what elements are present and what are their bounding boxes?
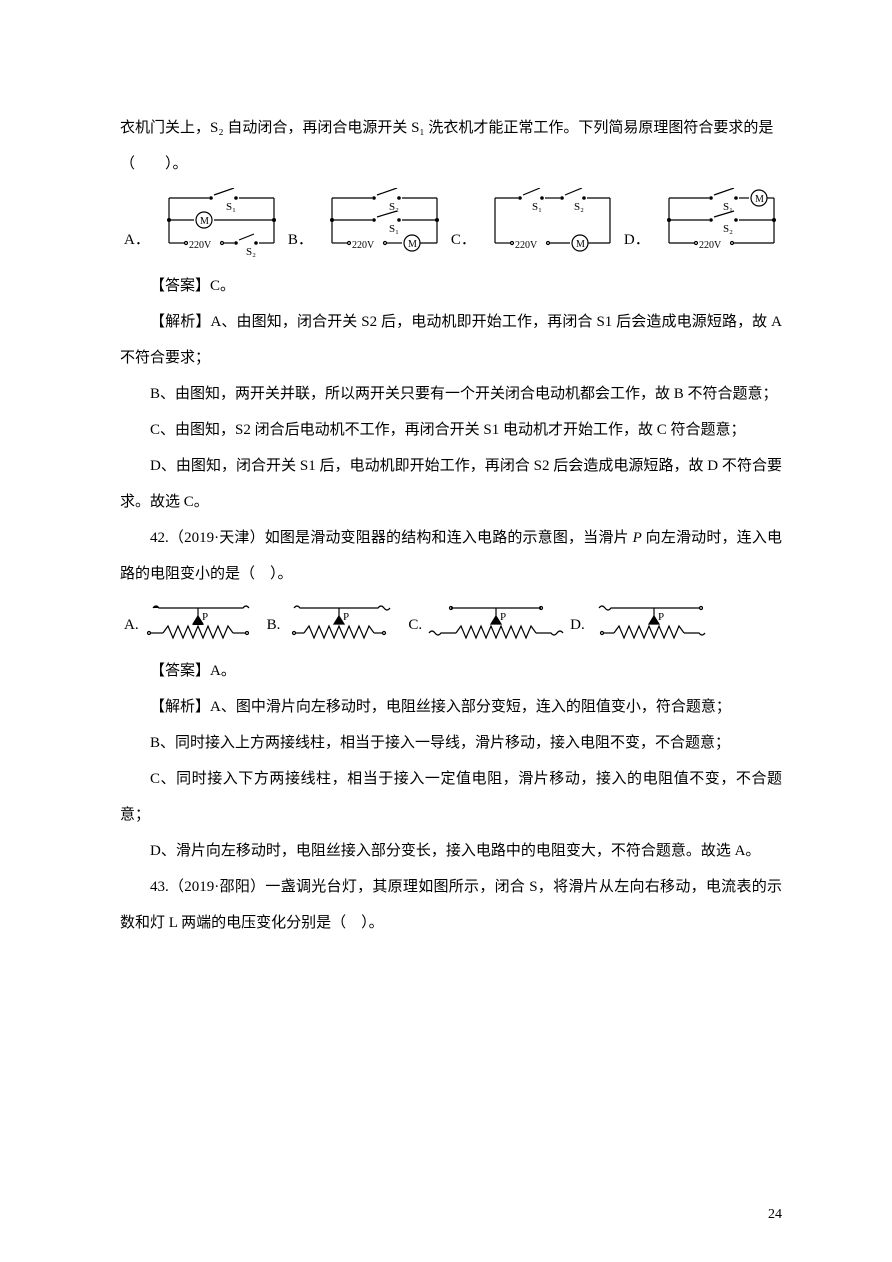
svg-text:P: P bbox=[658, 611, 664, 623]
q42-stem-p: P bbox=[633, 530, 642, 546]
q42-opt-d-label: D. bbox=[566, 607, 589, 643]
q41-exp3: C、由图知，S2 闭合后电动机不工作，再闭合开关 S1 电动机才开始工作，故 C… bbox=[120, 412, 782, 448]
svg-text:220V: 220V bbox=[352, 240, 375, 251]
svg-text:P: P bbox=[343, 611, 349, 623]
q41-answer: 【答案】C。 bbox=[120, 268, 782, 304]
circuit-b-icon: S₂ S₁ 220V M bbox=[317, 188, 447, 258]
svg-text:S₂: S₂ bbox=[723, 223, 733, 235]
rheostat-d-icon: P bbox=[589, 598, 719, 643]
q42-exp2: B、同时接入上方两接线柱，相当于接入一导线，滑片移动，接入电阻不变，不合题意； bbox=[120, 725, 782, 761]
svg-text:M: M bbox=[755, 194, 764, 205]
svg-text:M: M bbox=[408, 239, 417, 250]
q42-opt-a-label: A. bbox=[120, 607, 143, 643]
q42-opt-b: B. P bbox=[263, 598, 405, 643]
q42-stem: 42.（2019·天津）如图是滑动变阻器的结构和连入电路的示意图，当滑片 P 向… bbox=[120, 520, 782, 592]
q41-cont: 衣机门关上，S₂ 自动闭合，再闭合电源开关 S₁ 洗衣机才能正常工作。下列简易原… bbox=[120, 110, 782, 182]
q42-opt-b-label: B. bbox=[263, 607, 285, 643]
svg-text:S₁: S₁ bbox=[532, 201, 542, 213]
q42-answer: 【答案】A。 bbox=[120, 653, 782, 689]
q42-opt-a: A. P bbox=[120, 598, 263, 643]
q42-exp4: D、滑片向左移动时，电阻丝接入部分变长，接入电路中的电阻变大，不符合题意。故选 … bbox=[120, 833, 782, 869]
q41-opt-d-label: D． bbox=[620, 222, 654, 258]
svg-text:S₂: S₂ bbox=[389, 201, 399, 213]
circuit-d-icon: M S₁ S₂ 220V bbox=[654, 188, 784, 258]
q41-opt-c-label: C． bbox=[447, 222, 480, 258]
q42-opt-c: C. P bbox=[404, 598, 566, 643]
rheostat-a-icon: P bbox=[143, 598, 263, 643]
q41-opt-d: D． M S₁ S₂ 220V bbox=[620, 188, 784, 258]
svg-text:220V: 220V bbox=[189, 240, 212, 251]
q41-opt-b: B． S₂ S₁ 220V M bbox=[284, 188, 447, 258]
svg-text:220V: 220V bbox=[699, 240, 722, 251]
circuit-a-icon: S₁ M 220V S₂ bbox=[154, 188, 284, 258]
q42-opt-d: D. P bbox=[566, 598, 719, 643]
q41-opt-c: C． S₁ S₂ 220V M bbox=[447, 188, 620, 258]
svg-text:M: M bbox=[200, 216, 209, 227]
page-number: 24 bbox=[768, 1198, 782, 1232]
q41-opt-a-label: A． bbox=[120, 222, 154, 258]
svg-text:S₁: S₁ bbox=[389, 223, 399, 235]
q42-exp3: C、同时接入下方两接线柱，相当于接入一定值电阻，滑片移动，接入的电阻值不变，不合… bbox=[120, 761, 782, 833]
svg-text:P: P bbox=[500, 611, 506, 623]
svg-text:S₂: S₂ bbox=[246, 246, 256, 258]
rheostat-c-icon: P bbox=[426, 598, 566, 643]
q41-opt-b-label: B． bbox=[284, 222, 317, 258]
q41-exp1: 【解析】A、由图知，闭合开关 S2 后，电动机即开始工作，再闭合 S1 后会造成… bbox=[120, 304, 782, 376]
q41-exp2: B、由图知，两开关并联，所以两开关只要有一个开关闭合电动机都会工作，故 B 不符… bbox=[120, 376, 782, 412]
q42-opt-c-label: C. bbox=[404, 607, 426, 643]
q43-stem: 43.（2019·邵阳）一盏调光台灯，其原理如图所示，闭合 S，将滑片从左向右移… bbox=[120, 869, 782, 941]
q41-options: A． S₁ M 220V S₂ B． bbox=[120, 188, 782, 258]
svg-text:S₂: S₂ bbox=[574, 201, 584, 213]
svg-text:220V: 220V bbox=[515, 240, 538, 251]
svg-text:S₁: S₁ bbox=[226, 201, 236, 213]
svg-text:P: P bbox=[202, 611, 208, 623]
svg-text:M: M bbox=[576, 239, 585, 250]
q42-options: A. P B. bbox=[120, 598, 782, 643]
q42-exp1: 【解析】A、图中滑片向左移动时，电阻丝接入部分变短，连入的阻值变小，符合题意； bbox=[120, 689, 782, 725]
q41-opt-a: A． S₁ M 220V S₂ bbox=[120, 188, 284, 258]
page-content: 衣机门关上，S₂ 自动闭合，再闭合电源开关 S₁ 洗衣机才能正常工作。下列简易原… bbox=[0, 0, 892, 981]
q41-exp4: D、由图知，闭合开关 S1 后，电动机即开始工作，再闭合 S2 后会造成电源短路… bbox=[120, 448, 782, 520]
circuit-c-icon: S₁ S₂ 220V M bbox=[480, 188, 620, 258]
q42-stem-a: 42.（2019·天津）如图是滑动变阻器的结构和连入电路的示意图，当滑片 bbox=[150, 530, 633, 546]
rheostat-b-icon: P bbox=[284, 598, 404, 643]
